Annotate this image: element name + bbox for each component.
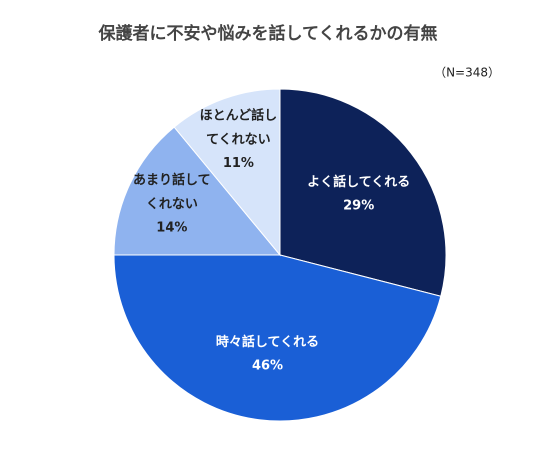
value-label: 29% (343, 198, 374, 213)
slice-label: 時々話してくれる (216, 333, 319, 349)
pie-slice (173, 88, 281, 257)
value-label: 46% (252, 358, 283, 373)
value-label: 11% (223, 156, 254, 171)
slice-label: よく話してくれる (307, 173, 410, 189)
pie-slice (113, 254, 442, 422)
pie-slice (279, 88, 447, 297)
slice-label: ほとんど話してくれない (200, 107, 278, 147)
chart-subtitle: （N=348） (434, 66, 500, 80)
chart-title: 保護者に不安や悩みを話してくれるかの有無 (98, 23, 438, 44)
pie-slice (113, 126, 282, 256)
value-label: 14% (156, 221, 187, 236)
slice-label: あまり話してくれない (133, 172, 211, 212)
